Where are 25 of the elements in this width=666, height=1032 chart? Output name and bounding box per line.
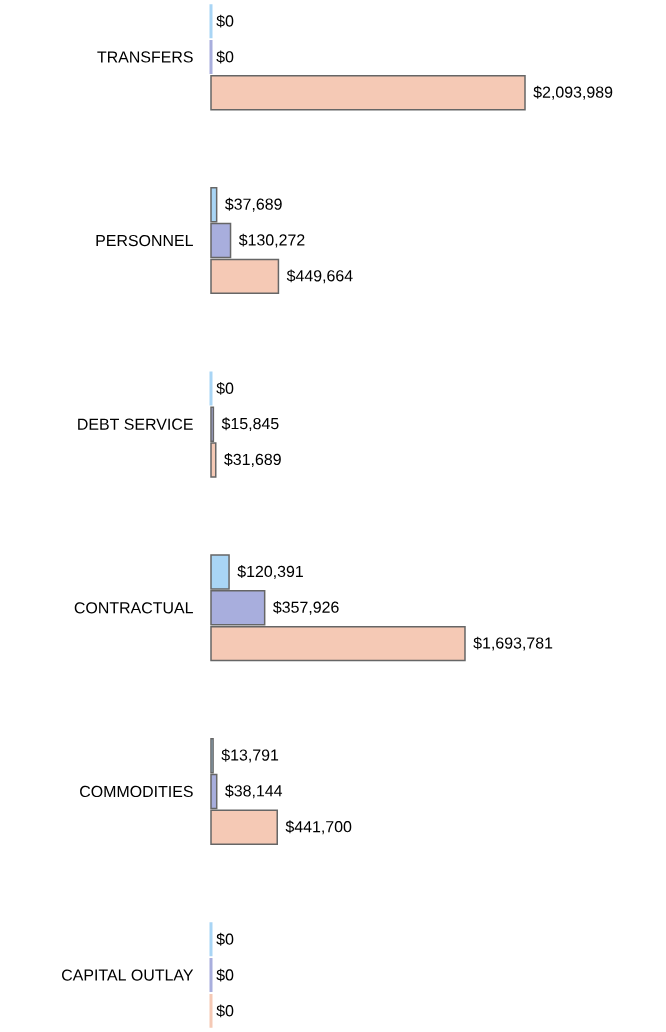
data-label: $15,845 bbox=[221, 417, 279, 432]
y-tick-label: CAPITAL OUTLAY bbox=[62, 969, 194, 981]
data-label: $38,144 bbox=[225, 784, 283, 799]
data-label: $120,391 bbox=[237, 565, 303, 579]
y-tick-label: DEBT SERVICE bbox=[78, 418, 193, 430]
data-label: $0 bbox=[216, 14, 234, 28]
data-label: $0 bbox=[216, 1004, 234, 1018]
data-label: $357,926 bbox=[273, 600, 339, 615]
data-label: $130,272 bbox=[238, 233, 305, 248]
data-label: $13,791 bbox=[221, 748, 279, 763]
data-label: $0 bbox=[216, 50, 234, 64]
data-label: $0 bbox=[216, 968, 234, 982]
data-label: $37,689 bbox=[225, 197, 282, 212]
data-label: $1,693,781 bbox=[473, 636, 553, 651]
y-tick-label: CONTRACTUAL bbox=[74, 602, 193, 614]
y-tick-label: PERSONNEL bbox=[96, 234, 193, 247]
data-label: $449,664 bbox=[286, 269, 353, 284]
y-tick-label: COMMODITIES bbox=[80, 785, 193, 798]
data-label: $31,689 bbox=[224, 453, 281, 467]
data-label: $441,700 bbox=[285, 820, 352, 835]
bar bbox=[210, 75, 526, 111]
data-label: $0 bbox=[216, 381, 234, 395]
data-label: $0 bbox=[216, 932, 234, 946]
data-label: $2,093,989 bbox=[533, 85, 613, 100]
y-tick-label: TRANSFERS bbox=[97, 51, 193, 63]
